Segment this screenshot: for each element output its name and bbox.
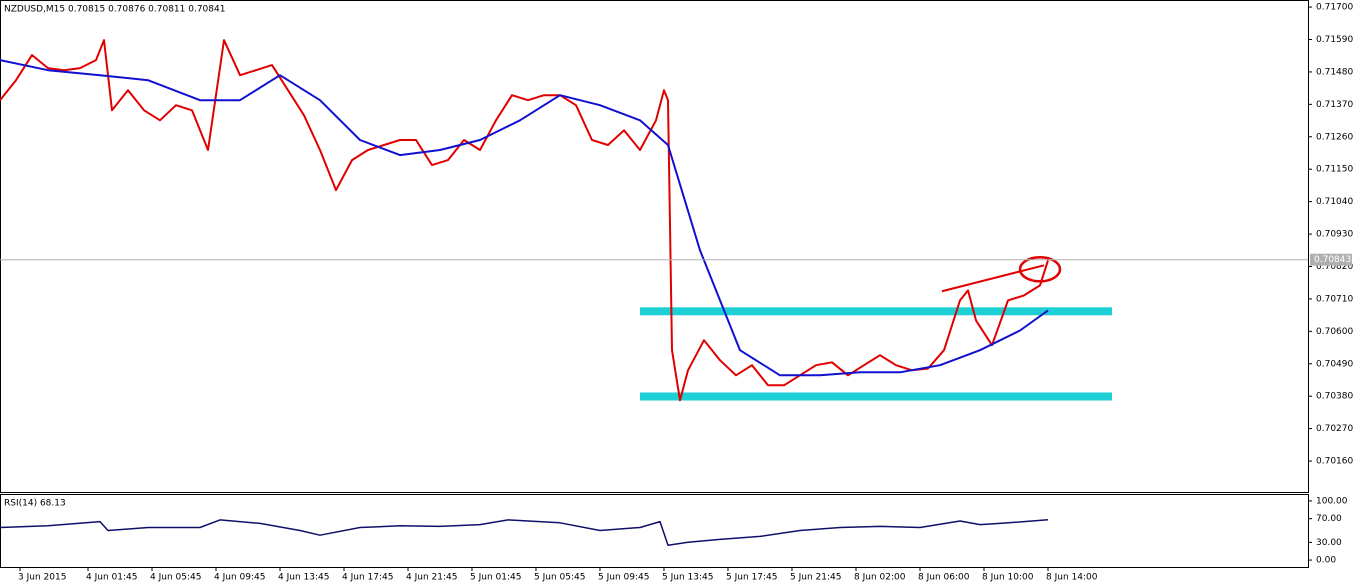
y-tick-label: 0.70490 [1316,359,1353,369]
x-tick-label: 5 Jun 09:45 [598,573,649,583]
main-frame [0,0,1309,493]
y-tick-label: 0.71040 [1316,197,1353,207]
x-tick-label: 5 Jun 21:45 [790,573,841,583]
last-price-label: 0.70843 [1314,255,1351,265]
x-tick-label: 4 Jun 01:45 [86,573,137,583]
y-tick-label: 70.00 [1316,514,1342,524]
x-tick-label: 5 Jun 13:45 [662,573,713,583]
last-price-box [1310,253,1352,266]
y-tick-label: 0.70380 [1316,392,1353,402]
y-tick-label: 0.00 [1316,556,1336,566]
x-tick-label: 8 Jun 10:00 [982,573,1034,583]
y-tick-label: 0.70160 [1316,457,1353,467]
support-level [640,307,1112,316]
price-line [0,39,1049,402]
x-tick-label: 3 Jun 2015 [18,573,66,583]
y-tick-label: 0.70930 [1316,230,1353,240]
y-tick-label: 30.00 [1316,538,1342,548]
y-tick-label: 0.71590 [1316,35,1353,45]
y-tick-label: 0.70820 [1316,262,1353,272]
x-tick-label: 4 Jun 21:45 [406,573,457,583]
y-tick-label: 0.70600 [1316,327,1353,337]
y-tick-label: 100.00 [1316,496,1348,506]
x-tick-label: 5 Jun 01:45 [470,573,521,583]
x-tick-label: 5 Jun 17:45 [726,573,777,583]
price-line [0,59,1049,377]
y-tick-label: 0.71480 [1316,67,1353,77]
x-tick-label: 8 Jun 06:00 [918,573,970,583]
y-tick-label: 0.71370 [1316,100,1353,110]
y-tick-label: 0.71700 [1316,3,1353,13]
x-tick-label: 8 Jun 14:00 [1046,573,1098,583]
y-tick-label: 0.70710 [1316,294,1353,304]
rsi-title: RSI(14) 68.13 [4,499,66,509]
price-line [0,519,1049,547]
y-tick-label: 0.70270 [1316,424,1353,434]
y-tick-label: 0.71150 [1316,165,1353,175]
x-tick-label: 4 Jun 13:45 [278,573,329,583]
annotation-circle [1018,256,1062,283]
x-tick-label: 4 Jun 05:45 [150,573,201,583]
trendline [941,264,1045,293]
x-tick-label: 5 Jun 05:45 [534,573,585,583]
x-tick-label: 8 Jun 02:00 [854,573,906,583]
rsi-frame [0,494,1309,568]
y-tick-label: 0.71260 [1316,132,1353,142]
x-tick-label: 4 Jun 09:45 [214,573,265,583]
x-tick-label: 4 Jun 17:45 [342,573,393,583]
chart-title: NZDUSD,M15 0.70815 0.70876 0.70811 0.708… [4,5,225,15]
support-level [640,392,1112,401]
